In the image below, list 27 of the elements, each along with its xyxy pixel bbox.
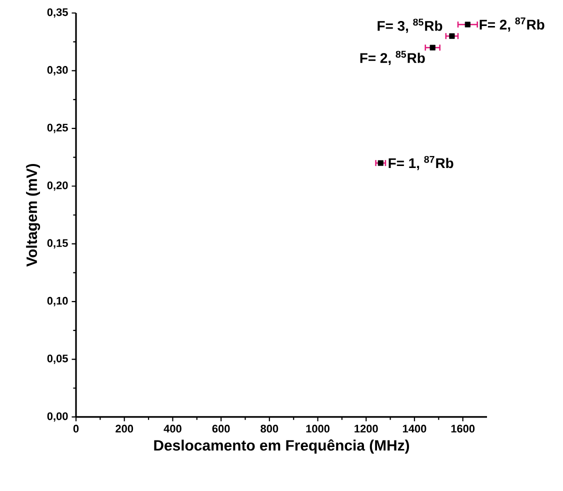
x-tick-label: 1000 [306,424,330,433]
point [378,160,384,166]
x-tick-label: 600 [212,424,230,433]
x-tick-label: 200 [116,424,134,433]
x-axis-title: Deslocamento em Frequência (MHz) [154,439,410,454]
point [430,44,436,50]
x-tick-label: 400 [164,424,182,433]
annotation: F= 1, $^{87}$Rb [388,156,454,170]
x-tick-label: 1200 [354,424,378,433]
x-tick-label: 1600 [451,424,475,433]
y-tick-label: 0,10 [47,296,68,306]
annotation: F= 2, $^{85}$Rb [360,50,425,65]
y-axis-title: Voltagem (mV) [26,164,40,267]
y-tick-label: 0,30 [47,66,68,76]
point [449,33,455,39]
y-tick-label: 0,00 [47,412,68,422]
annotation: F= 2, $^{87}$Rb [480,17,544,32]
x-tick-label: 1400 [402,424,426,433]
x-tick-label: 0 [73,424,79,433]
y-tick-label: 0,35 [47,8,68,18]
x-tick-label: 800 [260,424,278,433]
annotation: F= 3, $^{85}$Rb [378,18,442,33]
y-tick-label: 0,05 [47,354,68,364]
point [464,22,470,28]
y-tick-label: 0,15 [47,239,68,249]
y-tick-label: 0,25 [47,124,68,134]
y-tick-label: 0,20 [47,181,68,191]
